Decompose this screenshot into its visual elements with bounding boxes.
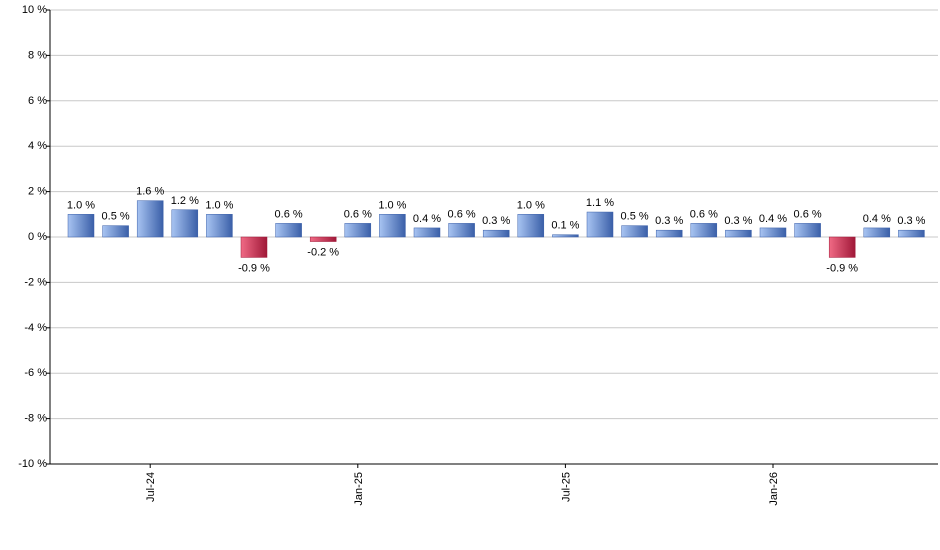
bar-value-label: 1.2 % bbox=[171, 195, 199, 207]
bar-value-label: 0.6 % bbox=[448, 208, 476, 220]
bar-positive bbox=[586, 211, 614, 238]
bar-value-label: 0.4 % bbox=[759, 213, 787, 225]
y-tick-label: -10 % bbox=[18, 458, 47, 470]
bar-positive bbox=[136, 200, 164, 238]
bar-positive bbox=[206, 214, 233, 238]
bar-negative bbox=[828, 236, 856, 258]
bar-positive bbox=[275, 223, 302, 238]
bar-value-label: 0.5 % bbox=[102, 211, 130, 223]
y-tick-label: -4 % bbox=[24, 322, 47, 334]
y-tick-label: 8 % bbox=[28, 49, 47, 61]
y-tick-label: -8 % bbox=[24, 413, 47, 425]
bar-value-label: 0.1 % bbox=[551, 220, 579, 232]
bar-value-label: 0.3 % bbox=[655, 215, 683, 227]
bar-value-label: 1.0 % bbox=[205, 199, 233, 211]
x-tick-label: Jan-25 bbox=[353, 472, 365, 506]
bar-positive bbox=[344, 223, 372, 238]
bar-value-label: 0.3 % bbox=[724, 215, 752, 227]
bar-positive bbox=[759, 227, 787, 238]
bar-positive bbox=[171, 209, 199, 238]
bar-value-label: 0.3 % bbox=[482, 215, 510, 227]
bar-value-label: -0.9 % bbox=[238, 262, 270, 274]
bar-value-label: 0.6 % bbox=[690, 208, 718, 220]
bar-positive bbox=[863, 227, 891, 238]
bar-value-label: -0.2 % bbox=[307, 247, 339, 259]
y-tick-label: -2 % bbox=[24, 276, 47, 288]
bar-value-label: 0.3 % bbox=[897, 215, 925, 227]
bar-positive bbox=[413, 227, 441, 238]
y-tick-label: -6 % bbox=[24, 367, 47, 379]
bar-positive bbox=[102, 225, 129, 238]
bar-positive bbox=[552, 234, 579, 238]
y-tick-label: 6 % bbox=[28, 95, 47, 107]
bar-positive bbox=[448, 223, 475, 238]
bar-positive bbox=[725, 229, 752, 238]
axes bbox=[46, 9, 938, 468]
bar-positive bbox=[898, 229, 925, 238]
bar-negative bbox=[309, 236, 337, 242]
bar-positive bbox=[482, 229, 510, 238]
y-tick-label: 10 % bbox=[22, 4, 47, 16]
bar-positive bbox=[379, 214, 406, 238]
bar-value-label: 1.0 % bbox=[517, 199, 545, 211]
x-tick-label: Jul-25 bbox=[560, 472, 572, 502]
bar-value-label: 0.6 % bbox=[275, 208, 303, 220]
bar-value-label: 0.6 % bbox=[794, 208, 822, 220]
bars bbox=[67, 200, 925, 258]
bar-value-label: 0.6 % bbox=[344, 208, 372, 220]
y-axis-tick-labels: 10 % 8 % 6 % 4 % 2 % 0 % -2 % -4 % -6 % -8 % -10 % bbox=[18, 4, 47, 470]
bar-value-labels: 1.0 % 0.5 % 1.6 % 1.2 % 1.0 % -0.9 % 0.6 % -0.2… bbox=[67, 186, 926, 275]
bar-value-label: 1.0 % bbox=[67, 199, 95, 211]
bar-positive bbox=[67, 214, 95, 238]
bar-value-label: 1.6 % bbox=[136, 186, 164, 198]
y-tick-label: 4 % bbox=[28, 140, 47, 152]
bar-value-label: 0.4 % bbox=[863, 213, 891, 225]
y-tick-label: 0 % bbox=[28, 231, 47, 243]
x-axis-tick-labels: Jul-24 Jan-25 Jul-25 Jan-26 bbox=[145, 472, 780, 506]
bar-value-label: -0.9 % bbox=[826, 262, 858, 274]
x-tick-label: Jan-26 bbox=[768, 472, 780, 506]
bar-positive bbox=[655, 229, 683, 238]
bar-positive bbox=[690, 223, 718, 238]
bar-positive bbox=[794, 223, 821, 238]
bar-value-label: 1.1 % bbox=[586, 197, 614, 209]
y-tick-label: 2 % bbox=[28, 186, 47, 198]
x-tick-label: Jul-24 bbox=[145, 472, 157, 502]
bar-value-label: 1.0 % bbox=[378, 199, 406, 211]
bar-positive bbox=[621, 225, 648, 238]
bar-value-label: 0.4 % bbox=[413, 213, 441, 225]
bar-positive bbox=[517, 214, 545, 238]
bar-value-label: 0.5 % bbox=[621, 211, 649, 223]
bar-negative bbox=[240, 236, 268, 258]
